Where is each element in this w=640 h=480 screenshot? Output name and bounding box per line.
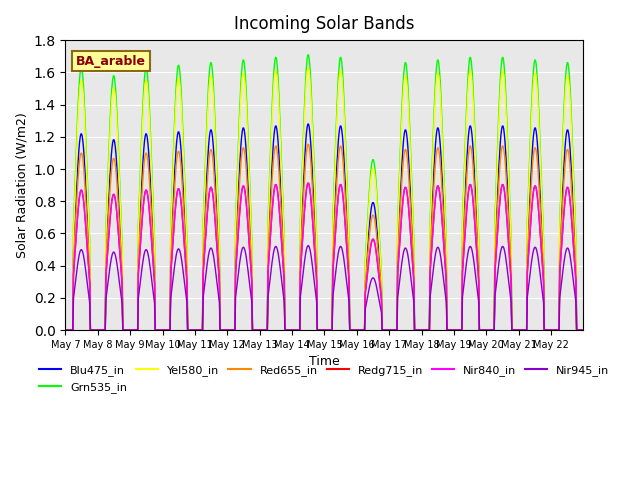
Title: Incoming Solar Bands: Incoming Solar Bands [234, 15, 415, 33]
Text: BA_arable: BA_arable [76, 55, 146, 68]
Y-axis label: Solar Radiation (W/m2): Solar Radiation (W/m2) [15, 112, 28, 258]
Legend: Blu475_in, Grn535_in, Yel580_in, Red655_in, Redg715_in, Nir840_in, Nir945_in: Blu475_in, Grn535_in, Yel580_in, Red655_… [35, 361, 614, 397]
X-axis label: Time: Time [309, 355, 340, 369]
